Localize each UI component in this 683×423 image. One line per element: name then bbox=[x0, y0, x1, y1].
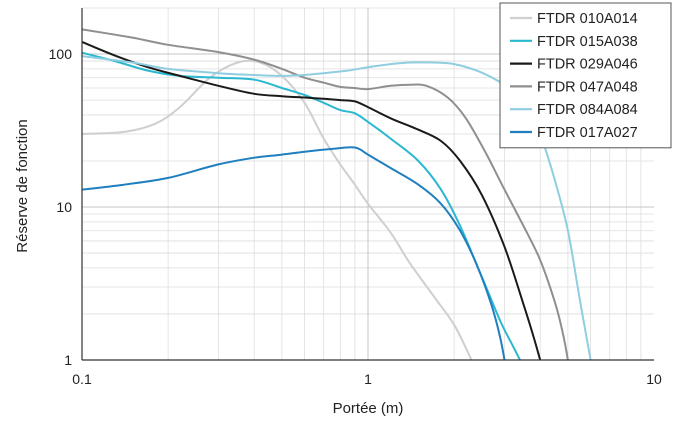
legend-label: FTDR 084A084 bbox=[537, 102, 638, 118]
series-line-6 bbox=[81, 146, 506, 361]
x-tick-label: 1 bbox=[364, 371, 372, 387]
series-line-1 bbox=[81, 59, 473, 361]
legend: FTDR 010A014 FTDR 015A038 FTDR 029A046 FTDR… bbox=[499, 2, 672, 149]
series-line-5 bbox=[81, 55, 592, 361]
legend-label: FTDR 017A027 bbox=[537, 125, 638, 141]
series-line-3 bbox=[81, 40, 542, 361]
x-tick-label: 0.1 bbox=[72, 371, 92, 387]
legend-box bbox=[499, 2, 672, 149]
y-tick-label: 100 bbox=[49, 46, 73, 62]
legend-label: FTDR 029A046 bbox=[537, 57, 638, 73]
legend-label: FTDR 015A038 bbox=[537, 34, 638, 50]
axes bbox=[81, 8, 654, 361]
series-line-4 bbox=[81, 28, 569, 361]
series-lines bbox=[81, 28, 592, 361]
x-tick-label: 10 bbox=[646, 371, 662, 387]
y-tick-label: 1 bbox=[64, 352, 72, 368]
y-axis-title: Réserve de fonction bbox=[14, 119, 31, 252]
y-tick-label: 10 bbox=[56, 199, 72, 215]
legend-label: FTDR 047A048 bbox=[537, 79, 638, 95]
x-axis-title: Portée (m) bbox=[333, 400, 404, 417]
legend-label: FTDR 010A014 bbox=[537, 11, 638, 27]
